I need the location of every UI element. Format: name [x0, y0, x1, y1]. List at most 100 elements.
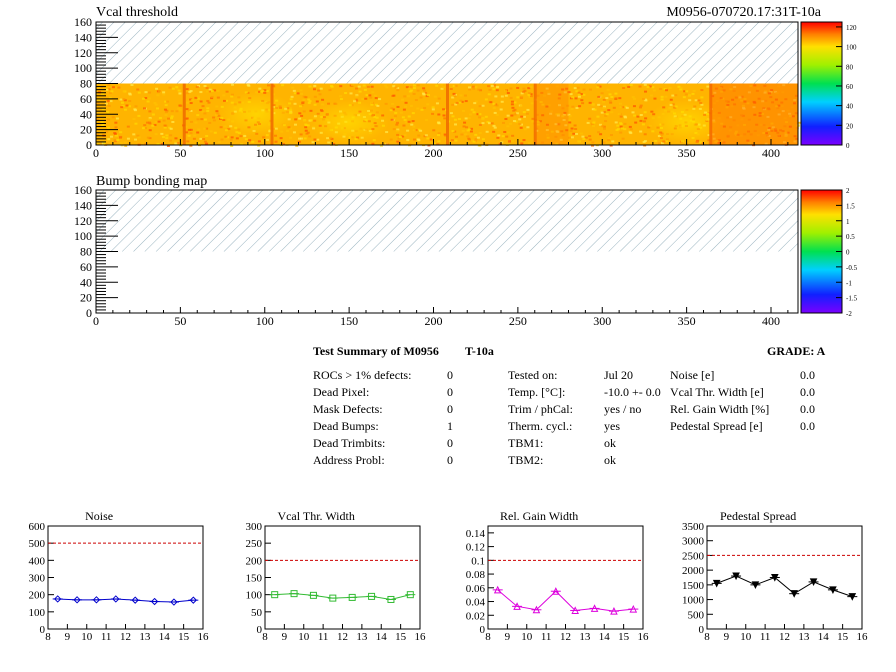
map-pixel — [733, 103, 737, 106]
map-pixel — [581, 102, 585, 105]
map-pixel — [616, 143, 620, 146]
summary-col3-value: 0.0 — [800, 419, 815, 433]
map-pixel — [784, 130, 788, 133]
map-pixel — [443, 117, 447, 120]
map-pixel — [575, 90, 579, 93]
map-pixel — [593, 108, 597, 111]
map-pixel — [749, 133, 753, 136]
map-pixel — [205, 135, 209, 138]
map-pixel — [194, 121, 198, 124]
map-pixel — [569, 129, 573, 132]
map-pixel — [164, 104, 168, 107]
map-pixel — [107, 118, 111, 121]
map-pixel — [194, 96, 198, 99]
map-pixel — [609, 101, 613, 104]
map-pixel — [153, 101, 157, 104]
summary-col1-value: 0 — [447, 385, 453, 399]
map-pixel — [472, 140, 476, 143]
summary-col2-value: yes — [604, 419, 620, 433]
map-pixel — [591, 108, 595, 111]
map-pixel — [298, 137, 302, 140]
map-pixel — [623, 115, 627, 118]
map-pixel — [563, 91, 567, 94]
map-pixel — [199, 100, 203, 103]
map-pixel — [403, 95, 407, 98]
map-pixel — [500, 141, 504, 144]
map-pixel — [240, 143, 244, 146]
map-pixel — [203, 140, 207, 143]
map-pixel — [453, 94, 457, 97]
map-pixel — [619, 131, 623, 134]
summary-col3-label: Pedestal Spread [e] — [670, 419, 763, 433]
map-pixel — [486, 121, 490, 124]
map-pixel — [671, 94, 675, 97]
map-pixel — [545, 129, 549, 132]
map-pixel — [781, 91, 785, 94]
map-pixel — [432, 129, 436, 132]
map-pixel — [313, 84, 317, 87]
map-pixel — [787, 140, 791, 143]
map-pixel — [196, 131, 200, 134]
map-pixel — [161, 136, 165, 139]
map-pixel — [98, 91, 102, 94]
data-point — [92, 596, 101, 604]
map-pixel — [396, 87, 400, 90]
map-pixel — [734, 96, 738, 99]
map-pixel — [618, 102, 622, 105]
map-pixel — [122, 98, 126, 101]
map-pixel — [510, 114, 514, 117]
map-pixel — [311, 141, 315, 144]
chart-frame — [706, 525, 863, 630]
map-pixel — [738, 97, 742, 100]
y-tick-label: 40 — [80, 275, 92, 289]
map-pixel — [179, 104, 183, 107]
map-pixel — [531, 120, 535, 123]
map-pixel — [573, 124, 577, 127]
map-pixel — [144, 143, 148, 146]
map-pixel — [557, 104, 561, 107]
map-pixel — [205, 127, 209, 130]
map-pixel — [487, 93, 491, 96]
map-pixel — [485, 130, 489, 133]
x-tick-label: 12 — [779, 631, 790, 643]
map-pixel — [743, 97, 747, 100]
map-pixel — [189, 128, 193, 131]
map-pixel — [770, 129, 774, 132]
map-pixel — [313, 95, 317, 98]
map-pixel — [307, 98, 311, 101]
map-pixel — [224, 129, 228, 132]
map-pixel — [143, 107, 147, 110]
data-point — [829, 586, 837, 594]
map-pixel — [101, 124, 105, 127]
series-line — [497, 589, 634, 612]
map-pixel — [171, 120, 175, 123]
map-pixel — [143, 127, 147, 130]
map-pixel — [412, 138, 416, 141]
map-pixel — [287, 126, 291, 129]
map-pixel — [302, 110, 306, 113]
map-pixel — [396, 128, 400, 131]
map-pixel — [743, 123, 747, 126]
map-pixel — [189, 89, 193, 92]
map-pixel — [116, 138, 120, 141]
map-pixel — [777, 134, 781, 137]
map-pixel — [732, 89, 736, 92]
summary-col2-label: Tested on: — [508, 368, 558, 382]
map-pixel — [185, 92, 189, 95]
map-pixel — [580, 99, 584, 102]
map-pixel — [185, 131, 189, 134]
map-pixel — [136, 134, 140, 137]
map-pixel — [339, 85, 343, 88]
map-pixel — [417, 134, 421, 137]
map-pixel — [481, 122, 485, 125]
map-pixel — [602, 105, 606, 108]
map-pixel — [493, 111, 497, 114]
map-pixel — [464, 117, 468, 120]
map-pixel — [574, 97, 578, 100]
map-pixel — [143, 124, 147, 127]
map-pixel — [632, 105, 636, 108]
map-pixel — [554, 123, 558, 126]
summary-col2-label: Trim / phCal: — [508, 402, 573, 416]
map-pixel — [378, 98, 382, 101]
map-pixel — [148, 117, 152, 120]
